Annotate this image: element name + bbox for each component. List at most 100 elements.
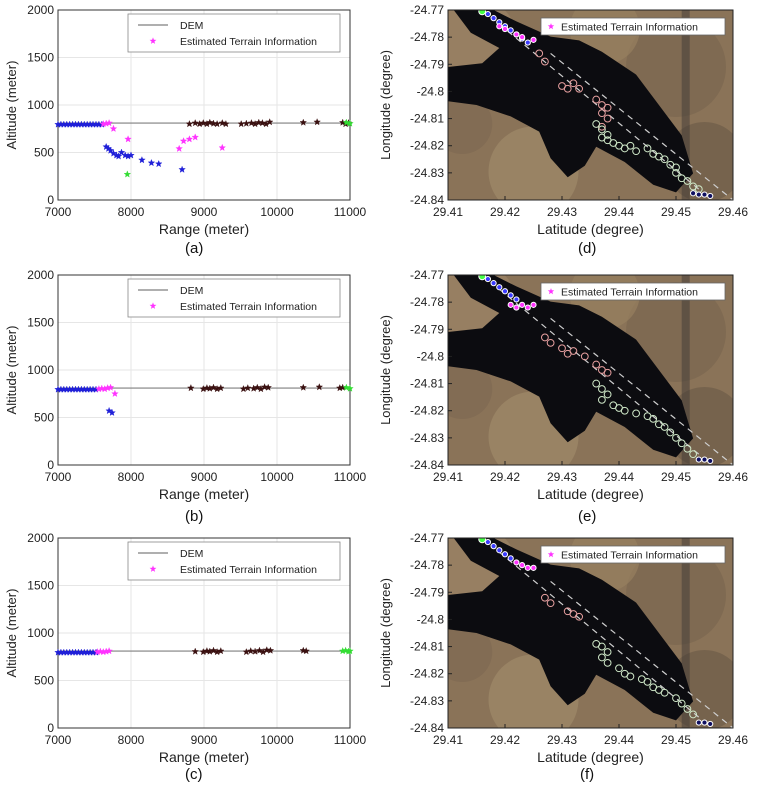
map-point-blue xyxy=(524,39,531,46)
y-tick-label: 1500 xyxy=(27,51,54,65)
y-tick-label: -24.79 xyxy=(410,585,444,599)
y-tick-label: 1500 xyxy=(27,316,54,330)
data-point-blue xyxy=(147,158,156,167)
map-point-dark xyxy=(695,719,702,726)
x-axis-title: Latitude (degree) xyxy=(537,749,644,765)
y-tick-label: 1500 xyxy=(27,579,54,593)
map-point-blue xyxy=(484,10,492,18)
data-point-blue xyxy=(154,159,163,168)
legend-box xyxy=(127,13,341,53)
legend-box xyxy=(540,17,726,36)
map-area xyxy=(448,538,733,728)
y-tick-label: -24.79 xyxy=(410,57,444,71)
map-point-magenta xyxy=(524,304,531,311)
x-tick-label: 29.42 xyxy=(490,205,520,219)
data-point-green xyxy=(346,384,354,392)
terrain-ridge xyxy=(681,275,690,465)
x-tick-label: 29.44 xyxy=(604,470,634,484)
terrain-ridge xyxy=(681,538,690,728)
legend-estimate-label: Estimated Terrain Information xyxy=(180,301,317,313)
data-point-magenta xyxy=(124,135,132,143)
map-point-pink xyxy=(598,109,606,118)
data-point-black xyxy=(191,647,200,655)
map-point-green xyxy=(677,699,686,708)
y-tick-label: -24.79 xyxy=(410,322,444,336)
data-point-black xyxy=(253,383,262,391)
y-tick-label: 0 xyxy=(47,193,54,207)
map-point-magenta xyxy=(496,23,503,30)
data-point-black xyxy=(299,383,308,391)
track-line xyxy=(550,580,733,728)
map-point-dark xyxy=(707,720,714,728)
data-point-blue xyxy=(138,156,146,164)
y-tick-label: 2000 xyxy=(27,531,54,545)
y-tick-label: -24.78 xyxy=(410,558,444,572)
x-axis-title: Latitude (degree) xyxy=(537,486,644,502)
map-point-blue xyxy=(513,296,520,303)
data-point-black xyxy=(217,646,225,655)
data-point-black xyxy=(206,118,214,126)
x-axis-title: Latitude (degree) xyxy=(537,221,644,237)
y-axis-title: Altitude (meter) xyxy=(4,326,19,415)
map-point-green xyxy=(672,168,680,177)
terrain-patch xyxy=(626,17,726,117)
x-tick-label: 29.45 xyxy=(661,205,691,219)
data-point-black xyxy=(218,119,227,127)
legend-estimate-label: Estimated Terrain Information xyxy=(561,287,698,299)
y-tick-label: -24.8 xyxy=(417,84,445,98)
y-tick-label: -24.81 xyxy=(410,640,444,654)
data-point-black xyxy=(262,646,271,654)
map-point-green xyxy=(592,120,601,128)
y-tick-label: 500 xyxy=(34,411,54,425)
map-point-green xyxy=(672,694,680,703)
x-tick-label: 29.46 xyxy=(718,733,748,747)
map-point-dark xyxy=(701,719,708,726)
legend-box xyxy=(127,278,341,318)
y-tick-label: 0 xyxy=(47,721,54,735)
x-tick-label: 9000 xyxy=(191,205,218,219)
map-point-pink xyxy=(546,338,555,347)
legend-estimate-label: Estimated Terrain Information xyxy=(180,564,317,576)
map-point-pink xyxy=(592,95,601,104)
data-point-black xyxy=(264,383,273,391)
map-point-pink xyxy=(541,593,549,602)
data-point-magenta xyxy=(185,135,194,143)
map-point-blue xyxy=(490,543,497,550)
plot-border xyxy=(447,274,734,466)
map-point-green xyxy=(683,177,692,185)
y-tick-label: -24.84 xyxy=(410,458,444,472)
data-point-magenta xyxy=(191,133,200,141)
map-point-dark xyxy=(701,456,708,463)
y-tick-label: -24.8 xyxy=(417,349,445,363)
data-point-black xyxy=(185,120,194,128)
reservoir-water xyxy=(448,10,694,193)
altitude-chart-b: 0 500 1000 1500 2000 7000 8000 9000 10000 11000 DE… xyxy=(4,268,367,502)
y-tick-label: -24.83 xyxy=(410,694,444,708)
map-point-lime xyxy=(478,10,487,16)
map-point-blue xyxy=(507,27,514,34)
map-point-green xyxy=(660,423,669,431)
y-tick-label: 0 xyxy=(47,458,54,472)
map-point-green xyxy=(683,705,692,713)
map-point-green xyxy=(598,642,606,651)
map-point-green xyxy=(615,664,623,673)
data-point-blue xyxy=(114,152,123,160)
map-point-green xyxy=(598,395,606,404)
x-tick-label: 7000 xyxy=(45,470,72,484)
caption-c: (c) xyxy=(185,766,203,783)
map-point-green xyxy=(603,390,612,399)
data-point-black xyxy=(265,118,274,126)
x-tick-label: 29.45 xyxy=(661,470,691,484)
map-point-green xyxy=(660,688,669,697)
map-chart-e: -24.77 -24.78 -24.79 -24.8 -24.81 -24.82 -24.8… xyxy=(378,268,748,502)
data-point-blue xyxy=(178,165,186,173)
data-point-blue xyxy=(117,148,126,156)
map-point-green xyxy=(598,125,606,134)
x-tick-label: 29.41 xyxy=(433,733,463,747)
y-tick-label: -24.82 xyxy=(410,667,444,681)
x-tick-label: 29.44 xyxy=(604,205,634,219)
data-point-black xyxy=(209,383,218,391)
map-point-pink xyxy=(603,368,612,377)
map-point-magenta xyxy=(530,36,537,43)
y-tick-label: 1000 xyxy=(27,98,54,112)
